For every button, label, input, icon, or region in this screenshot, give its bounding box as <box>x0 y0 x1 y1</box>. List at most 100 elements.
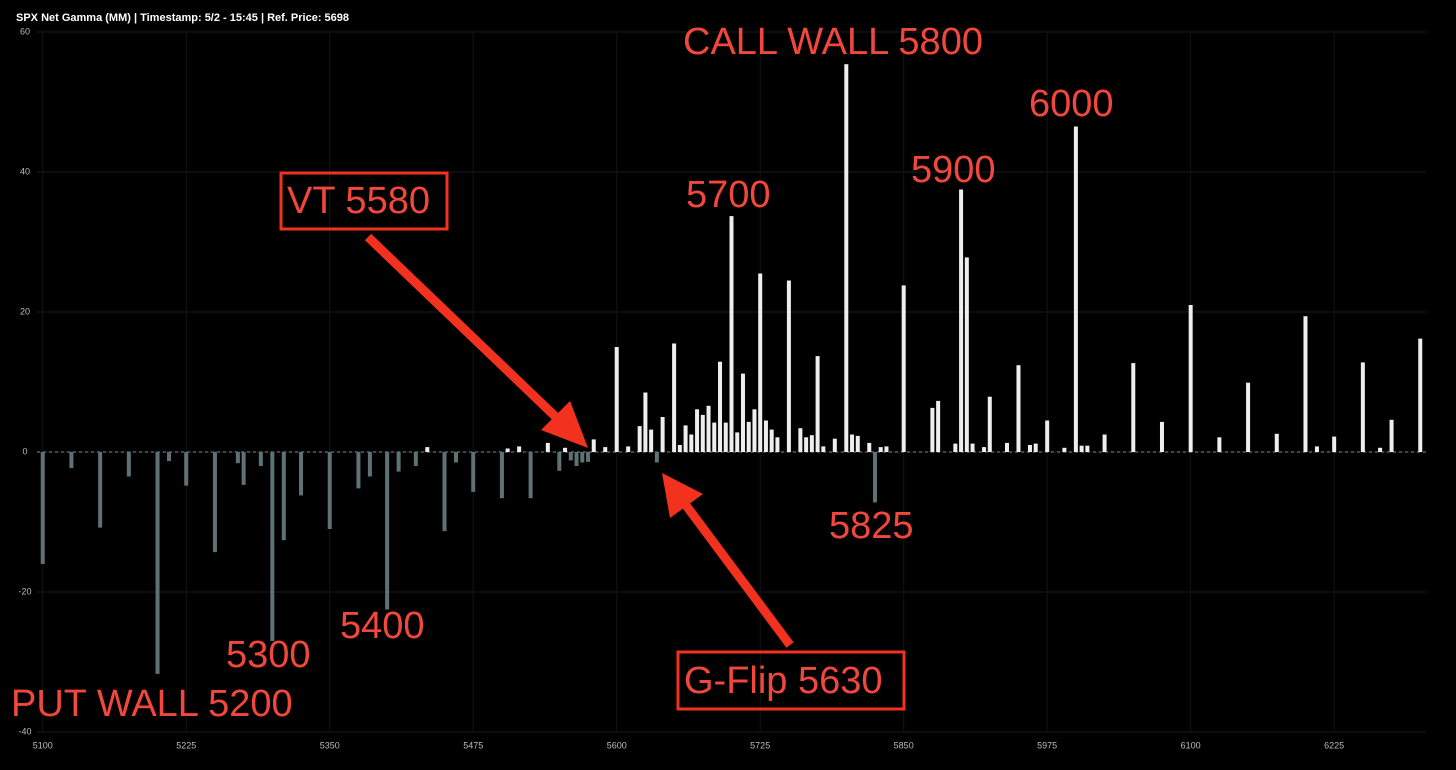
annotation: PUT WALL 5200 <box>11 683 293 725</box>
annotation: 5300 <box>226 634 311 676</box>
bar <box>649 429 654 452</box>
bar <box>396 452 401 472</box>
bar <box>1073 126 1078 452</box>
bar <box>1027 445 1032 452</box>
bar <box>1005 442 1010 452</box>
bar <box>1188 305 1193 452</box>
bar <box>442 452 447 532</box>
bar <box>126 452 131 477</box>
bar <box>723 422 728 452</box>
bar <box>867 442 872 452</box>
annotation: CALL WALL 5800 <box>683 21 983 63</box>
x-tick-label: 5975 <box>1037 740 1057 750</box>
bar <box>603 447 608 452</box>
bar <box>235 452 240 464</box>
y-tick-label: -20 <box>18 586 31 596</box>
bar <box>1303 316 1308 452</box>
bar <box>660 417 665 452</box>
bar <box>241 452 246 485</box>
bar <box>1033 443 1038 452</box>
bar <box>1102 434 1107 452</box>
chart-title: SPX Net Gamma (MM) | Timestamp: 5/2 - 15… <box>16 12 349 24</box>
bar <box>568 452 573 461</box>
bar <box>385 452 390 610</box>
bar <box>729 216 734 452</box>
x-tick-label: 6225 <box>1324 740 1344 750</box>
bar <box>270 452 275 641</box>
bar <box>718 361 723 452</box>
bar <box>69 452 74 469</box>
bar <box>798 428 803 452</box>
bar <box>769 429 774 452</box>
x-tick-label: 5475 <box>463 740 483 750</box>
x-tick-label: 6100 <box>1181 740 1201 750</box>
y-tick-label: 60 <box>20 26 30 36</box>
bar <box>878 447 883 452</box>
x-tick-label: 5100 <box>33 740 53 750</box>
bar <box>982 447 987 452</box>
bar <box>901 285 906 452</box>
bar <box>1389 419 1394 452</box>
bar <box>677 445 682 452</box>
bar <box>299 452 304 496</box>
bar <box>184 452 189 486</box>
bar <box>1246 382 1251 452</box>
bar <box>964 257 969 452</box>
annotation: VT 5580 <box>287 180 430 222</box>
bar <box>1045 420 1050 452</box>
bar <box>855 435 860 452</box>
bar <box>1217 437 1222 452</box>
bar <box>884 446 889 452</box>
bar <box>1378 447 1383 452</box>
y-tick-label: 20 <box>20 306 30 316</box>
bar <box>1131 363 1136 452</box>
bar <box>752 409 757 452</box>
bar <box>327 452 332 529</box>
x-tick-label: 5350 <box>320 740 340 750</box>
bar <box>505 448 510 452</box>
bar <box>740 373 745 452</box>
arrow <box>662 473 794 648</box>
bar <box>413 452 418 466</box>
bar <box>786 280 791 452</box>
annotation: G-Flip 5630 <box>684 660 883 702</box>
bar <box>98 452 103 528</box>
bar <box>689 434 694 452</box>
bar <box>959 189 964 452</box>
bar <box>499 452 504 499</box>
bar <box>763 420 768 452</box>
bar <box>614 347 619 452</box>
bar <box>1062 447 1067 452</box>
bar <box>1159 421 1164 452</box>
bar <box>850 434 855 452</box>
bar <box>545 442 550 452</box>
bar <box>758 273 763 452</box>
bar <box>654 452 659 463</box>
bar <box>930 407 935 452</box>
annotation: 5400 <box>340 605 425 647</box>
bar <box>1085 445 1090 452</box>
bar <box>453 452 458 463</box>
arrow <box>364 233 588 448</box>
bar <box>746 421 751 452</box>
annotation-box <box>676 650 906 711</box>
x-tick-label: 5850 <box>894 740 914 750</box>
annotation: 5700 <box>686 174 771 216</box>
bar <box>1332 436 1337 452</box>
annotation: 5825 <box>829 505 914 547</box>
bar <box>987 396 992 452</box>
bar <box>872 452 877 503</box>
bar <box>936 400 941 452</box>
bar <box>695 409 700 452</box>
bar <box>970 443 975 452</box>
bar <box>804 437 809 452</box>
bar <box>574 452 579 466</box>
bar <box>356 452 361 489</box>
bar <box>821 446 826 452</box>
annotation: 6000 <box>1029 83 1114 125</box>
x-tick-label: 5725 <box>750 740 770 750</box>
annotation: 5900 <box>911 149 996 191</box>
bar <box>1079 445 1084 452</box>
bar <box>155 452 160 674</box>
